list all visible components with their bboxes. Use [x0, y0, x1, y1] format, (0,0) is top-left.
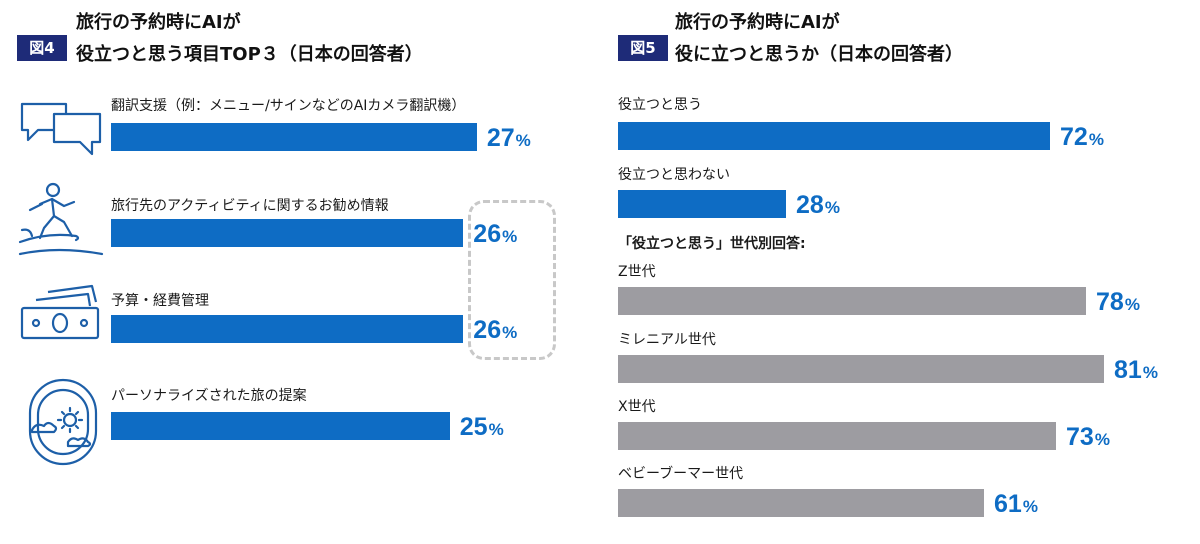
airplane-window-icon	[28, 378, 98, 466]
fig4-value-personalized: 25%	[459, 413, 504, 441]
fig4-label-personalized: パーソナライズされた旅の提案	[111, 388, 307, 404]
fig5-bar-millennials	[618, 355, 1104, 383]
fig4-value-budget: 26%	[473, 316, 518, 344]
banknotes-icon	[20, 284, 100, 340]
fig5-value-millennials: 81%	[1114, 356, 1158, 384]
fig4-label-budget: 予算・経費管理	[111, 293, 209, 309]
fig4-bar-activities	[111, 219, 464, 247]
figure5-title-line2: 役に立つと思うか（日本の回答者）	[675, 44, 963, 65]
figure5-title-line1: 旅行の予約時にAIが	[675, 12, 840, 33]
fig5-generation-subheading: 「役立つと思う」世代別回答:	[618, 236, 806, 252]
figure4-title-line1: 旅行の予約時にAIが	[76, 12, 241, 33]
fig5-bar-boomers	[618, 489, 984, 517]
figure4-title-line2: 役立つと思う項目TOP３（日本の回答者）	[76, 44, 423, 65]
speech-bubbles-icon	[20, 102, 102, 156]
fig4-label-activities: 旅行先のアクティビティに関するお勧め情報	[111, 198, 389, 214]
fig5-label-gen-z: Z世代	[618, 264, 656, 280]
fig5-value-useful: 72%	[1060, 123, 1104, 151]
fig5-label-useful: 役立つと思う	[618, 97, 702, 113]
fig5-value-gen-x: 73%	[1066, 423, 1110, 451]
figure4-badge: 図4	[17, 35, 67, 61]
fig5-label-millennials: ミレニアル世代	[618, 332, 716, 348]
fig5-value-gen-z: 78%	[1096, 288, 1140, 316]
figure5-badge: 図5	[618, 35, 668, 61]
fig5-label-gen-x: X世代	[618, 399, 656, 415]
fig5-bar-not-useful	[618, 190, 786, 218]
fig4-bar-personalized	[111, 412, 450, 440]
fig5-label-not-useful: 役立つと思わない	[618, 167, 730, 183]
fig5-label-boomers: ベビーブーマー世代	[618, 466, 744, 482]
fig4-value-translation: 27%	[486, 124, 531, 152]
fig4-label-translation: 翻訳支援（例：メニュー/サインなどのAIカメラ翻訳機）	[111, 98, 466, 114]
fig4-bar-budget	[111, 315, 464, 343]
fig4-value-activities: 26%	[473, 220, 518, 248]
fig4-bar-translation	[111, 123, 477, 151]
surfer-icon	[18, 182, 104, 256]
fig5-value-not-useful: 28%	[796, 191, 840, 219]
fig5-bar-gen-x	[618, 422, 1056, 450]
fig5-value-boomers: 61%	[994, 490, 1038, 518]
fig5-bar-gen-z	[618, 287, 1086, 315]
tie-highlight-box	[468, 200, 556, 360]
fig5-bar-useful	[618, 122, 1050, 150]
